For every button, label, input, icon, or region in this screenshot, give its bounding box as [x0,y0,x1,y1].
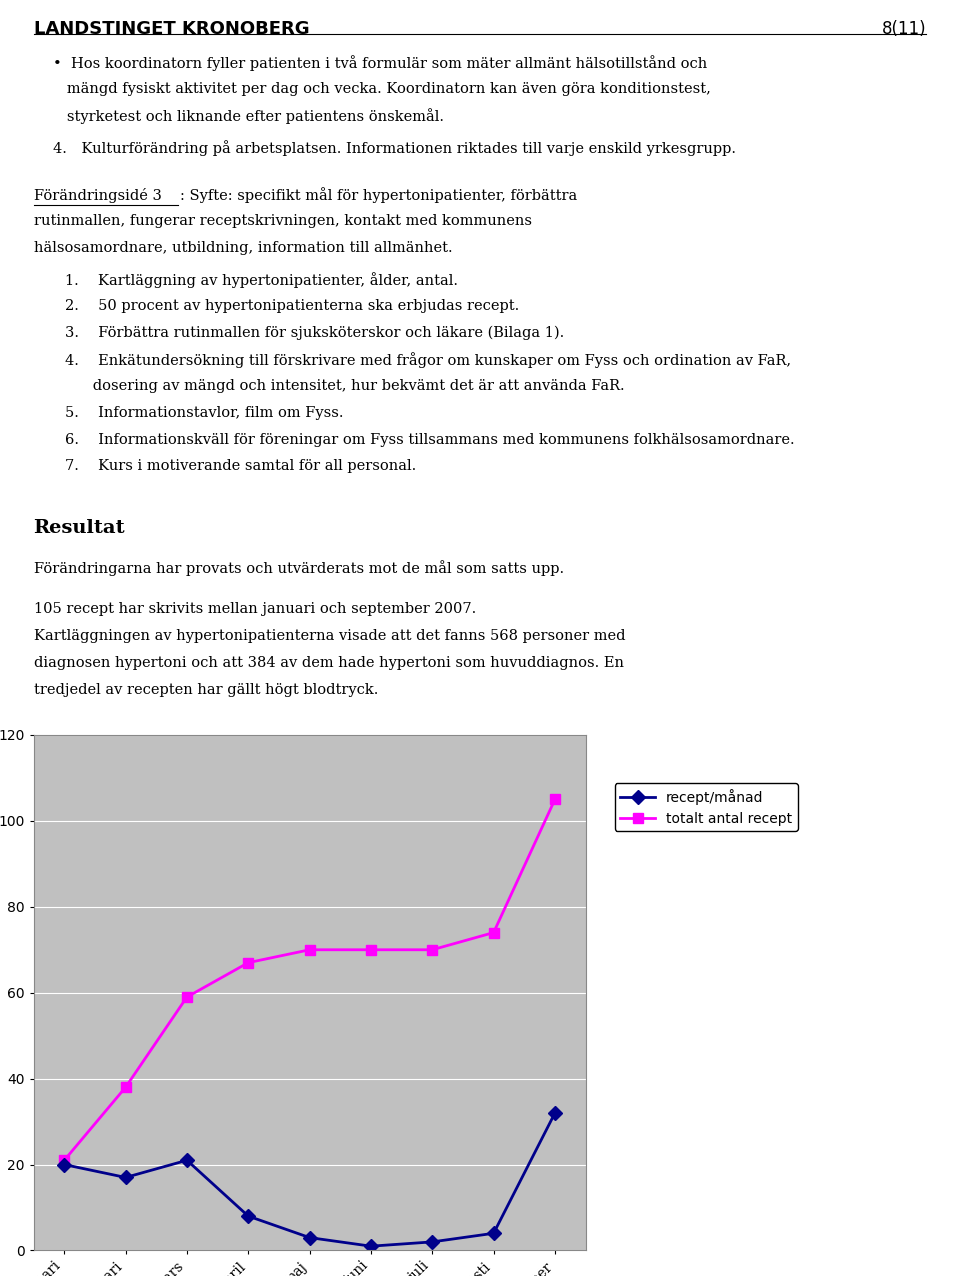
recept/månad [426,1234,438,1249]
Text: styrketest och liknande efter patientens önskemål.: styrketest och liknande efter patientens… [53,108,444,124]
Text: hälsosamordnare, utbildning, information till allmänhet.: hälsosamordnare, utbildning, information… [34,241,452,255]
recept/månad [303,1230,315,1245]
Line: recept/månad: recept/månad [60,1108,560,1250]
Line: totalt antal recept: totalt antal recept [60,795,560,1165]
Text: •  Hos koordinatorn fyller patienten i två formulär som mäter allmänt hälsotills: • Hos koordinatorn fyller patienten i tv… [53,55,708,70]
Text: 4. Kulturförändring på arbetsplatsen. Informationen riktades till varje enskild : 4. Kulturförändring på arbetsplatsen. In… [53,140,735,156]
Text: LANDSTINGET KRONOBERG: LANDSTINGET KRONOBERG [34,20,309,38]
recept/månad [59,1157,70,1173]
Text: tredjedel av recepten har gällt högt blodtryck.: tredjedel av recepten har gällt högt blo… [34,683,378,697]
Text: : Syfte: specifikt mål för hypertonipatienter, förbättra: : Syfte: specifikt mål för hypertonipati… [180,188,577,203]
Text: 2.  50 procent av hypertonipatienterna ska erbjudas recept.: 2. 50 procent av hypertonipatienterna sk… [65,299,519,313]
Text: Förändringarna har provats och utvärderats mot de mål som satts upp.: Förändringarna har provats och utvärdera… [34,560,564,575]
Text: 3.  Förbättra rutinmallen för sjuksköterskor och läkare (Bilaga 1).: 3. Förbättra rutinmallen för sjuksköters… [65,325,564,339]
Text: 6.  Informationskväll för föreningar om Fyss tillsammans med kommunens folkhälso: 6. Informationskväll för föreningar om F… [65,433,795,447]
recept/månad [181,1152,193,1168]
Text: 8(11): 8(11) [882,20,926,38]
totalt antal recept [365,942,376,957]
totalt antal recept [243,954,254,970]
Text: rutinmallen, fungerar receptskrivningen, kontakt med kommunens: rutinmallen, fungerar receptskrivningen,… [34,214,532,228]
Text: Förändringsidé 3: Förändringsidé 3 [34,188,161,203]
totalt antal recept [549,792,561,808]
Text: 7.  Kurs i motiverande samtal för all personal.: 7. Kurs i motiverande samtal för all per… [65,459,417,473]
Legend: recept/månad, totalt antal recept: recept/månad, totalt antal recept [614,783,798,831]
Text: Kartläggningen av hypertonipatienterna visade att det fanns 568 personer med: Kartläggningen av hypertonipatienterna v… [34,629,625,643]
totalt antal recept [120,1079,132,1095]
recept/månad [365,1239,376,1254]
Text: 105 recept har skrivits mellan januari och september 2007.: 105 recept har skrivits mellan januari o… [34,602,476,616]
Text: dosering av mängd och intensitet, hur bekvämt det är att använda FaR.: dosering av mängd och intensitet, hur be… [65,379,625,393]
Text: mängd fysiskt aktivitet per dag och vecka. Koordinatorn kan även göra konditions: mängd fysiskt aktivitet per dag och veck… [53,82,710,96]
totalt antal recept [303,942,315,957]
recept/månad [120,1170,132,1185]
totalt antal recept [181,989,193,1004]
recept/månad [243,1208,254,1224]
totalt antal recept [488,925,499,940]
recept/månad [488,1226,499,1242]
recept/månad [549,1105,561,1120]
totalt antal recept [59,1152,70,1168]
Text: 4.  Enkätundersökning till förskrivare med frågor om kunskaper om Fyss och ordin: 4. Enkätundersökning till förskrivare me… [65,352,791,367]
Text: 1.  Kartläggning av hypertonipatienter, ålder, antal.: 1. Kartläggning av hypertonipatienter, å… [65,272,458,287]
Text: 5.  Informationstavlor, film om Fyss.: 5. Informationstavlor, film om Fyss. [65,406,344,420]
totalt antal recept [426,942,438,957]
Text: Resultat: Resultat [34,519,125,537]
Text: diagnosen hypertoni och att 384 av dem hade hypertoni som huvuddiagnos. En: diagnosen hypertoni och att 384 av dem h… [34,656,624,670]
